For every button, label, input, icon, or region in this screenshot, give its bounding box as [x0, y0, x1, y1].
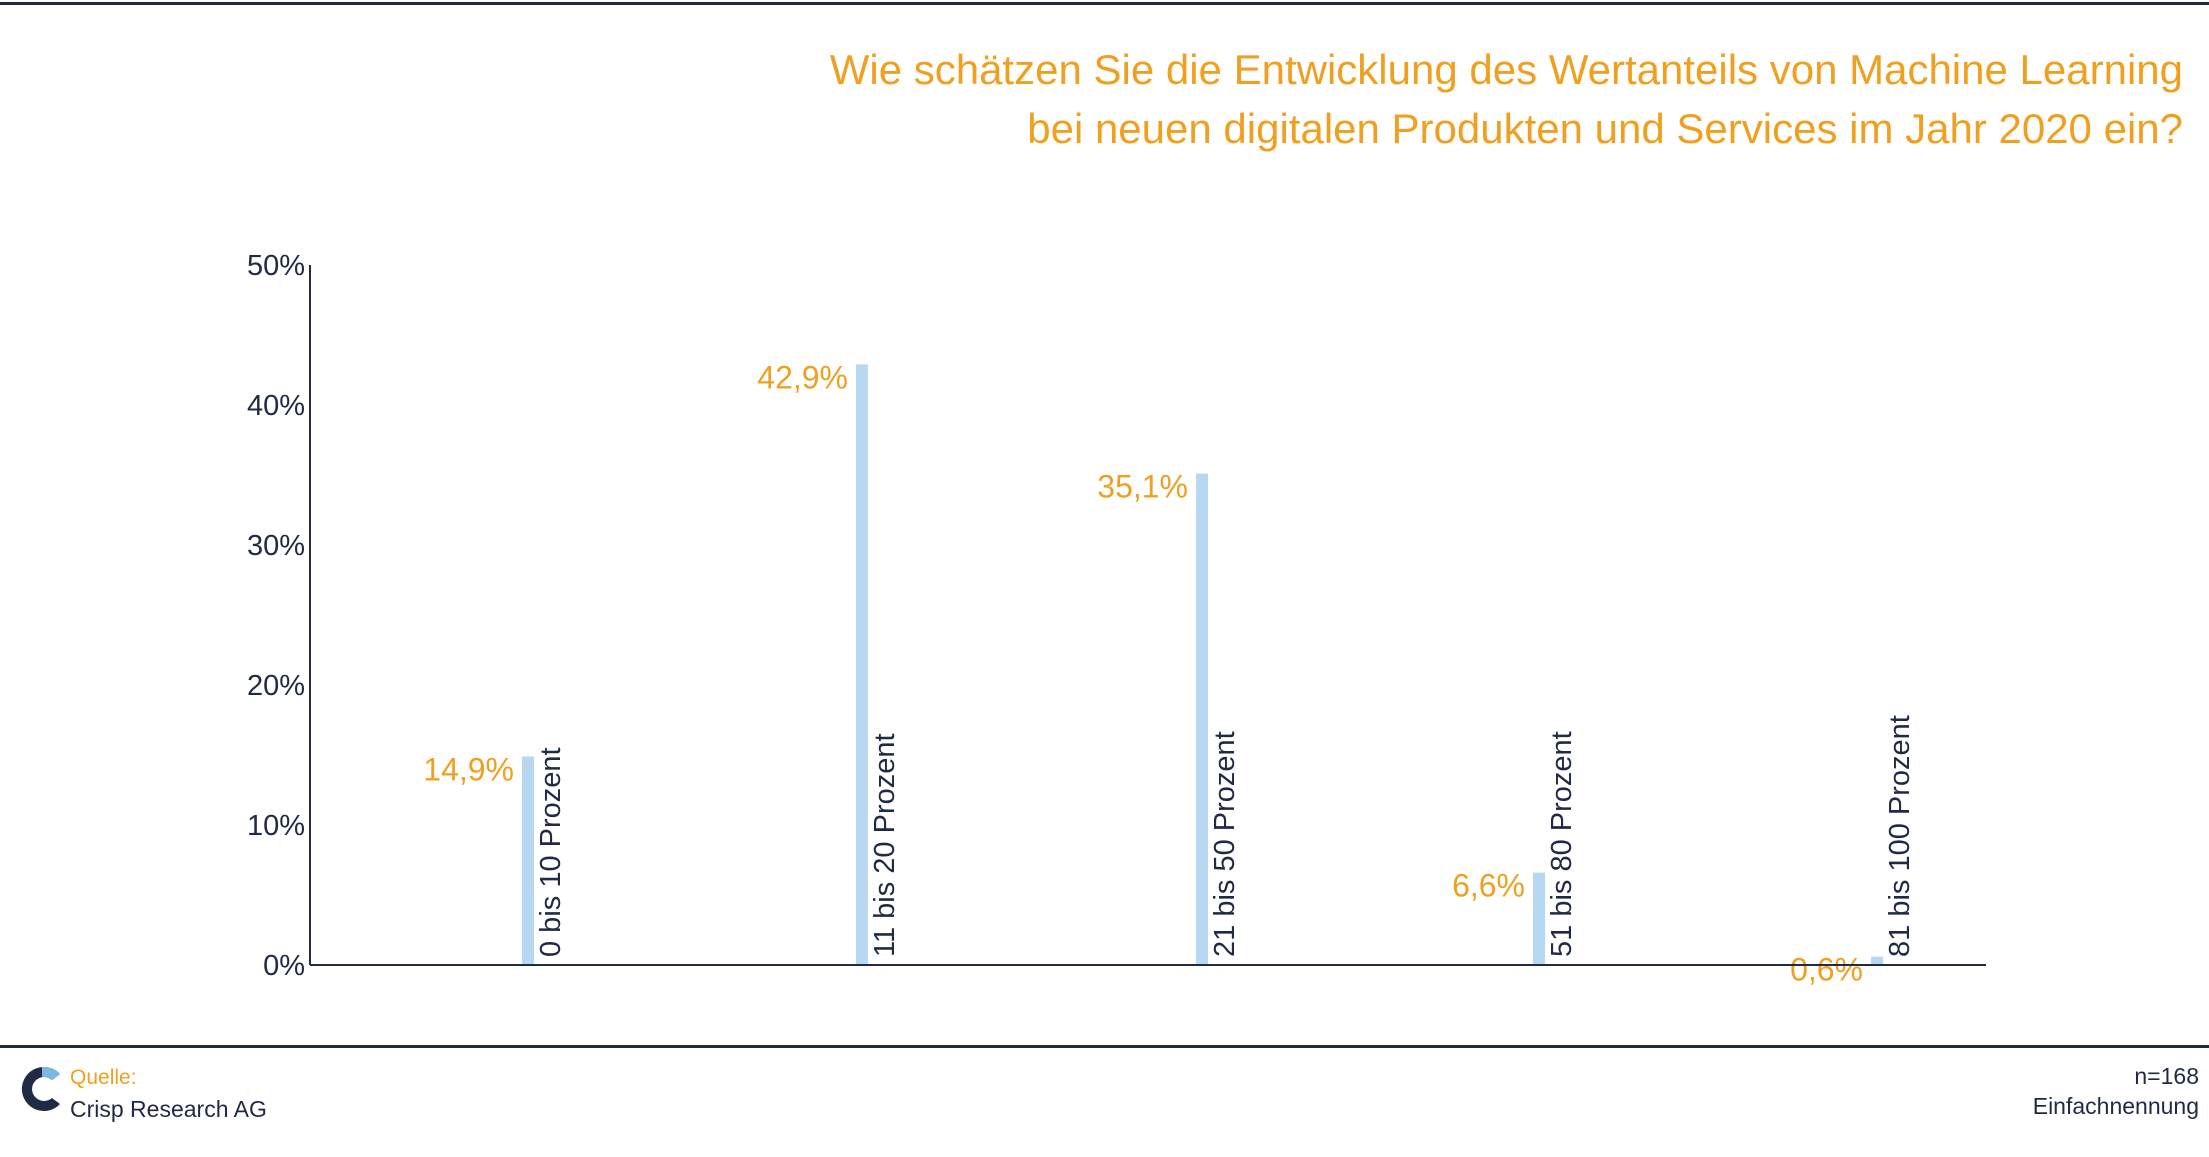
category-label: 11 bis 20 Prozent: [869, 733, 901, 957]
top-divider: [0, 2, 2209, 5]
source-name: Crisp Research AG: [70, 1096, 267, 1122]
chart-title-line-2: bei neuen digitalen Produkten und Servic…: [1027, 105, 2183, 152]
bar: [856, 364, 868, 965]
crisp-c-logo-icon: [21, 1066, 61, 1111]
data-label: 35,1%: [1097, 469, 1188, 505]
source-label: Quelle:: [70, 1066, 137, 1089]
category-label: 0 bis 10 Prozent: [535, 747, 567, 957]
data-label: 14,9%: [423, 751, 514, 787]
y-tick-label: 0%: [263, 950, 305, 982]
data-label: 6,6%: [1452, 868, 1525, 904]
data-label: 0,6%: [1790, 952, 1863, 988]
bar: [1533, 872, 1545, 965]
y-tick-label: 40%: [247, 390, 305, 422]
bottom-divider: [0, 1045, 2209, 1048]
data-label: 42,9%: [757, 359, 848, 395]
category-label: 81 bis 100 Prozent: [1884, 715, 1916, 957]
chart-title: Wie schätzen Sie die Entwicklung des Wer…: [830, 40, 2183, 158]
y-tick-label: 10%: [247, 810, 305, 842]
category-label: 21 bis 50 Prozent: [1209, 731, 1241, 957]
chart-title-line-1: Wie schätzen Sie die Entwicklung des Wer…: [829, 46, 2183, 93]
y-tick-label: 30%: [247, 530, 305, 562]
bar-chart: 0% 10% 20% 30% 40% 50% 14,9% 0 bis 10 Prozent 42…: [247, 250, 1986, 988]
category-label: 51 bis 80 Prozent: [1546, 731, 1578, 957]
y-tick-label: 20%: [247, 670, 305, 702]
bar: [1196, 473, 1208, 965]
answer-mode: Einfachnennung: [2032, 1093, 2199, 1119]
bar: [522, 756, 534, 965]
sample-size: n=168: [2134, 1063, 2199, 1089]
y-tick-label: 50%: [247, 250, 305, 282]
bar: [1871, 956, 1883, 965]
